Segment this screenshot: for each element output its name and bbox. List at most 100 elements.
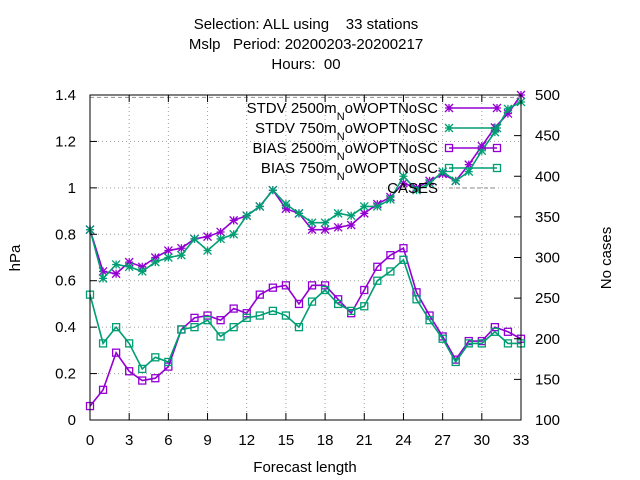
data-point	[216, 332, 225, 341]
series-line	[89, 258, 521, 371]
data-point	[137, 266, 147, 276]
data-point	[268, 185, 278, 195]
data-point	[398, 171, 408, 181]
data-point	[111, 269, 121, 279]
x-tick-label: 9	[203, 432, 211, 449]
legend-entry: STDV 2500mNoWOPTNoSC	[247, 100, 502, 123]
data-point	[268, 283, 277, 292]
data-point	[333, 222, 343, 232]
data-point	[360, 302, 369, 311]
data-point	[320, 225, 330, 235]
data-point	[268, 306, 277, 316]
series-stdv-750m	[85, 97, 526, 283]
data-point	[307, 297, 317, 306]
data-point	[138, 376, 147, 385]
data-point	[359, 208, 369, 218]
data-point	[216, 316, 225, 325]
data-point	[503, 339, 513, 348]
data-point	[425, 316, 434, 325]
data-point	[98, 385, 108, 394]
data-point	[124, 257, 134, 267]
y-tick-label: 1.4	[55, 87, 76, 104]
chart-title-line-1: Selection: ALL using 33 stations	[193, 16, 419, 33]
data-point	[190, 322, 199, 332]
data-point	[386, 267, 395, 276]
y2-tick-label: 350	[535, 209, 560, 226]
data-point	[111, 322, 121, 332]
data-point	[229, 229, 239, 239]
data-point	[385, 195, 395, 204]
legend-label: CASES	[387, 180, 438, 197]
data-point	[438, 334, 447, 343]
x-tick-label: 30	[473, 432, 490, 449]
data-point	[176, 243, 186, 253]
y-tick-label: 0.2	[55, 366, 76, 383]
data-point	[216, 234, 226, 244]
legend-label: STDV 750mNoWOPTNoSC	[255, 120, 438, 143]
data-point	[281, 199, 291, 209]
data-point	[137, 262, 147, 272]
data-point	[255, 311, 264, 320]
y2-tick-label: 250	[535, 290, 560, 307]
data-point	[150, 253, 160, 262]
legend-entry: BIAS 2500mNoWOPTNoSC	[252, 140, 502, 163]
chart-title-line-3: Hours: 00	[271, 56, 341, 73]
y2-tick-label: 500	[535, 87, 560, 104]
y-tick-label: 0.8	[55, 226, 76, 243]
data-point	[98, 266, 108, 276]
legend-marker	[492, 163, 502, 173]
legend-label: BIAS 750mNoWOPTNoSC	[261, 160, 438, 183]
data-point	[125, 367, 134, 376]
y2-tick-label: 450	[535, 128, 560, 145]
data-point	[163, 253, 173, 262]
legend-marker	[492, 103, 502, 113]
y2-axis-label: No cases	[598, 227, 615, 290]
legend-entry: CASES	[387, 180, 497, 197]
data-point	[372, 201, 382, 211]
data-point	[490, 322, 500, 332]
legend-label: STDV 2500mNoWOPTNoSC	[247, 100, 439, 123]
data-point	[451, 357, 460, 367]
data-point	[98, 273, 108, 283]
data-point	[242, 309, 251, 318]
legend-marker	[444, 103, 454, 113]
data-point	[477, 339, 486, 348]
data-point	[398, 178, 408, 188]
data-point	[111, 260, 121, 269]
data-point	[281, 311, 291, 320]
data-point	[477, 146, 487, 156]
data-point	[150, 257, 160, 267]
data-point	[216, 227, 226, 237]
data-point	[333, 208, 343, 218]
data-point	[307, 218, 317, 228]
series-bias-2500m	[85, 244, 526, 411]
data-point	[347, 306, 356, 316]
data-point	[320, 281, 330, 290]
data-point	[255, 290, 264, 299]
series-line	[89, 101, 522, 280]
data-point	[477, 141, 487, 151]
data-point	[360, 285, 369, 295]
data-point	[503, 104, 513, 114]
data-point	[177, 325, 186, 334]
data-point	[503, 327, 513, 336]
y-tick-label: 0.6	[55, 273, 76, 290]
y2-tick-label: 200	[535, 331, 560, 348]
data-point	[164, 357, 173, 367]
data-point	[294, 208, 304, 218]
data-point	[203, 246, 213, 255]
y-tick-label: 1	[68, 180, 76, 197]
data-point	[386, 251, 395, 260]
legend-marker	[444, 163, 454, 173]
data-point	[98, 339, 108, 348]
x-tick-label: 6	[164, 432, 172, 449]
legend-label: BIAS 2500mNoWOPTNoSC	[252, 140, 438, 163]
data-point	[125, 339, 134, 348]
data-point	[294, 322, 304, 332]
x-tick-label: 33	[513, 432, 530, 449]
data-point	[412, 185, 421, 195]
data-point	[464, 339, 473, 348]
data-point	[176, 250, 186, 260]
series-line	[89, 94, 522, 275]
